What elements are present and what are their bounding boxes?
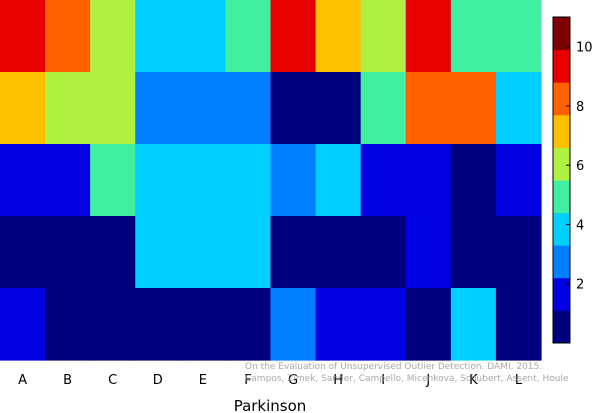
heatmap-cell-C-5 [90,288,136,361]
colorbar-segment [553,82,570,116]
colorbar-segment [553,245,570,279]
heatmap-cell-E-3 [180,144,227,217]
heatmap-cell-F-5 [225,288,272,361]
heatmap-cell-C-4 [90,216,136,289]
heatmap-cell-D-2 [135,72,181,145]
colorbar-frame [552,16,571,344]
colorbar-tick-label: 10 [576,41,593,56]
heatmap-cell-J-1 [405,0,452,73]
heatmap-cell-I-5 [360,288,407,361]
colorbar-segment [553,114,570,148]
x-tick-label: E [199,373,207,388]
heatmap-cell-E-2 [180,72,227,145]
x-tick-label: G [288,373,298,388]
heatmap-cell-L-4 [495,216,542,289]
heatmap-cell-K-5 [450,288,497,361]
colorbar: 2 4 6 8 10 [552,16,593,344]
heatmap-cell-I-3 [360,144,407,217]
heatmap-cell-E-4 [180,216,227,289]
heatmap-cell-H-1 [315,0,362,73]
heatmap-cell-F-3 [225,144,272,217]
heatmap-cell-F-2 [225,72,272,145]
x-axis-label: Parkinson [234,397,307,413]
heatmap-cell-L-5 [495,288,542,361]
heatmap-cell-E-5 [180,288,227,361]
colorbar-segment [553,17,570,51]
heatmap-cell-H-2 [315,72,362,145]
heatmap-cell-H-3 [315,144,362,217]
colorbar-segment [553,180,570,214]
heatmap-cell-C-1 [90,0,136,73]
heatmap-cell-L-2 [495,72,542,145]
heatmap-cell-K-4 [450,216,497,289]
heatmap-cell-G-3 [270,144,317,217]
heatmap-cell-J-4 [405,216,452,289]
heatmap-cell-D-3 [135,144,181,217]
heatmap-cell-F-4 [225,216,272,289]
heatmap-cell-K-1 [450,0,497,73]
x-tick-label: B [63,373,72,388]
heatmap-cell-D-1 [135,0,181,73]
colorbar-tick-label: 8 [576,100,584,115]
heatmap-cell-A-5 [0,288,46,361]
heatmap-cell-L-3 [495,144,542,217]
heatmap-cell-C-2 [90,72,136,145]
colorbar-segment [553,212,570,246]
heatmap-cell-H-4 [315,216,362,289]
heatmap-cell-G-2 [270,72,317,145]
heatmap-cell-K-2 [450,72,497,145]
heatmap-cell-B-1 [45,0,91,73]
heatmap-cell-C-3 [90,144,136,217]
heatmap-cell-I-2 [360,72,407,145]
heatmap-cell-K-3 [450,144,497,217]
heatmap-cell-J-3 [405,144,452,217]
heatmap-cells [0,0,542,361]
heatmap-cell-G-4 [270,216,317,289]
x-tick-label: H [333,373,343,388]
colorbar-tick-label: 2 [576,278,584,293]
credit-line-2: Campos, Zimek, Sander, Campello, Micenko… [245,374,569,384]
colorbar-tick-label: 4 [576,218,584,233]
heatmap-cell-E-1 [180,0,227,73]
heatmap-cell-A-1 [0,0,46,73]
heatmap-cell-A-3 [0,144,46,217]
x-axis-ticks: A B C D E F G H I J K L [18,373,523,388]
colorbar-tick-label: 6 [576,159,584,174]
heatmap-cell-B-4 [45,216,91,289]
heatmap-cell-D-5 [135,288,181,361]
x-tick-label: K [469,373,478,388]
heatmap-cell-A-4 [0,216,46,289]
heatmap-cell-J-2 [405,72,452,145]
x-tick-label: A [18,373,27,388]
credit-line-1: On the Evaluation of Unsupervised Outlie… [245,362,542,372]
heatmap-cell-L-1 [495,0,542,73]
heatmap-cell-A-2 [0,72,46,145]
heatmap-cell-D-4 [135,216,181,289]
x-tick-label: D [153,373,163,388]
colorbar-segment [553,310,570,344]
heatmap-cell-F-1 [225,0,272,73]
x-tick-label: L [515,373,523,388]
x-tick-label: J [425,373,430,388]
x-tick-label: C [108,373,117,388]
heatmap-cell-B-5 [45,288,91,361]
heatmap-cell-I-1 [360,0,407,73]
heatmap-cell-B-3 [45,144,91,217]
heatmap-cell-H-5 [315,288,362,361]
x-tick-label: I [381,373,385,388]
heatmap-cell-G-5 [270,288,317,361]
heatmap-cell-B-2 [45,72,91,145]
x-tick-label: F [244,373,251,388]
colorbar-segment [553,277,570,311]
colorbar-segment [553,147,570,181]
colorbar-segment [553,49,570,83]
heatmap-cell-I-4 [360,216,407,289]
heatmap-cell-J-5 [405,288,452,361]
heatmap-cell-G-1 [270,0,317,73]
